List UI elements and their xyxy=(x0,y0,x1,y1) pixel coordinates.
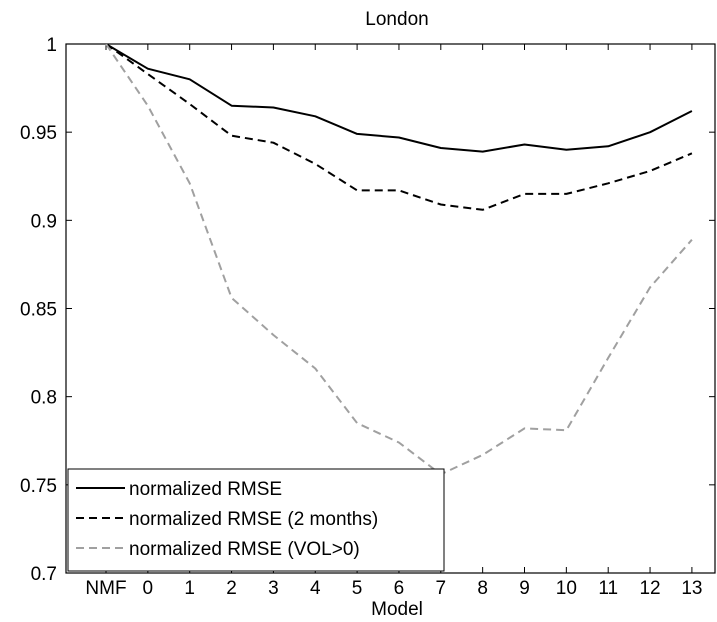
y-tick-label: 1 xyxy=(46,35,57,56)
x-tick-label: 0 xyxy=(143,578,154,599)
series-line-2 xyxy=(105,43,693,476)
axis-ticks: NMF 0 1 2 3 4 5 6 7 8 9 10 11 12 130.70.750.80.850.90.… xyxy=(20,35,715,599)
chart-title: London xyxy=(365,9,428,30)
x-tick-label: 9 xyxy=(519,578,530,599)
x-axis-label: Model xyxy=(371,599,423,620)
x-tick-label: 4 xyxy=(310,578,321,599)
x-tick-label: 1 xyxy=(184,578,195,599)
x-tick-label: 13 xyxy=(681,578,702,599)
x-tick-label: 8 xyxy=(477,578,488,599)
x-tick-label: 11 xyxy=(598,578,618,599)
series-line-0 xyxy=(105,43,693,153)
x-tick-label: NMF xyxy=(85,578,126,599)
legend-label-1: normalized RMSE (2 months) xyxy=(129,509,378,530)
x-tick-label: 12 xyxy=(639,578,660,599)
legend-entries: normalized RMSE normalized RMSE (2 months… xyxy=(76,479,378,560)
series-line-1 xyxy=(105,43,693,211)
series-lines xyxy=(105,43,693,476)
y-tick-label: 0.85 xyxy=(20,300,57,321)
legend-label-0: normalized RMSE xyxy=(129,479,282,500)
y-tick-label: 0.75 xyxy=(20,476,57,497)
x-tick-label: 2 xyxy=(226,578,237,599)
legend-box xyxy=(67,468,445,572)
y-tick-label: 0.7 xyxy=(31,564,57,585)
x-tick-label: 7 xyxy=(436,578,447,599)
x-tick-label: 5 xyxy=(352,578,363,599)
legend-label-2: normalized RMSE (VOL>0) xyxy=(129,539,360,560)
y-tick-label: 0.95 xyxy=(20,123,57,144)
y-tick-label: 0.8 xyxy=(31,388,57,409)
x-tick-label: 6 xyxy=(394,578,405,599)
x-tick-label: 10 xyxy=(556,578,577,599)
legend: normalized RMSE normalized RMSE (2 months… xyxy=(67,468,445,572)
y-tick-label: 0.9 xyxy=(31,211,57,232)
x-tick-label: 3 xyxy=(268,578,279,599)
